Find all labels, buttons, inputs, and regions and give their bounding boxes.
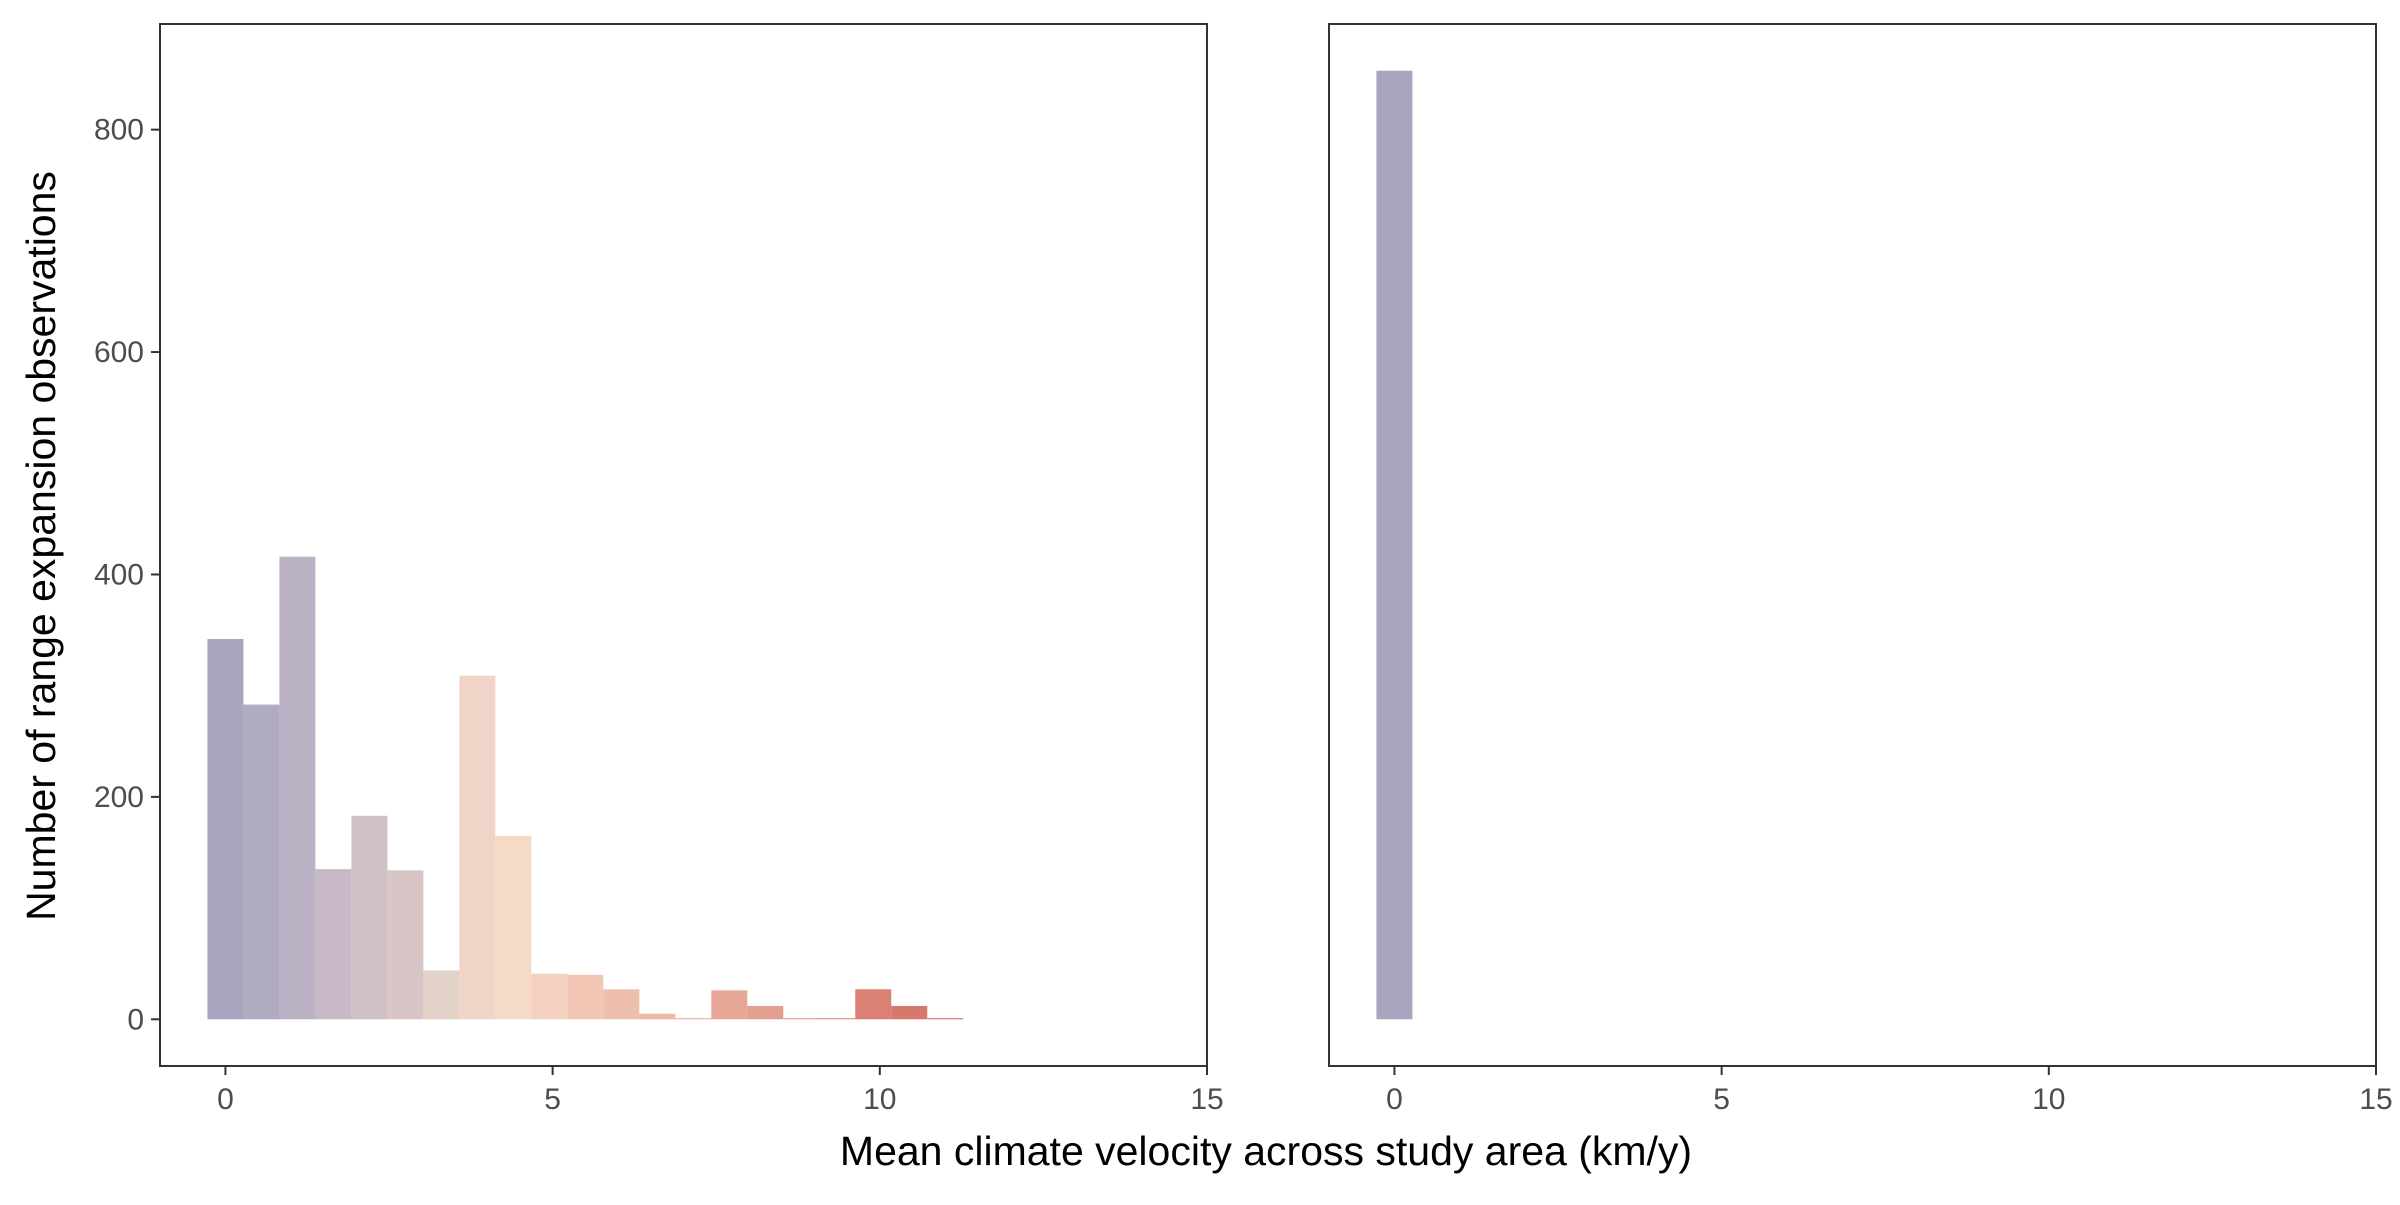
panel-2: 0 5 10 15 <box>1328 23 2393 1116</box>
histogram-bar <box>1376 70 1413 1020</box>
y-tick-label: 200 <box>94 781 144 814</box>
y-tick-label: 0 <box>127 1003 144 1036</box>
histogram-bar <box>927 1018 964 1020</box>
histogram-bar <box>459 675 496 1020</box>
histogram-bar <box>855 989 892 1020</box>
histogram-bar <box>243 704 280 1020</box>
y-axis-title: Number of range expansion observations <box>18 171 64 921</box>
panel-1: 0 5 10 15 0 200 400 600 800 <box>94 23 1224 1116</box>
y-tick-label: 600 <box>94 336 144 369</box>
x-tick-label: 5 <box>1713 1083 1730 1116</box>
histogram-bar <box>567 974 604 1020</box>
x-tick-label: 15 <box>2359 1083 2392 1116</box>
x-tick-label: 15 <box>1190 1083 1223 1116</box>
x-axis-title: Mean climate velocity across study area … <box>840 1128 1692 1174</box>
panels-layer: 0 5 10 15 0 200 400 600 800 0 5 10 15 <box>94 23 2393 1116</box>
y-tick-label: 400 <box>94 558 144 591</box>
panel-border <box>1328 23 2377 1067</box>
x-tick-label: 0 <box>217 1083 234 1116</box>
y-tick-label: 800 <box>94 114 144 147</box>
histogram-bar <box>783 1018 820 1020</box>
x-tick-label: 10 <box>863 1083 896 1116</box>
histogram-bar <box>675 1018 712 1020</box>
histogram-bar <box>495 835 532 1020</box>
x-tick-label: 10 <box>2032 1083 2065 1116</box>
histogram-bar <box>819 1018 856 1020</box>
histogram-bar <box>603 989 640 1020</box>
x-tick-label: 0 <box>1386 1083 1403 1116</box>
histogram-bar <box>639 1013 676 1020</box>
histogram-bar <box>423 970 460 1020</box>
histogram-bar <box>315 869 352 1020</box>
x-tick-label: 5 <box>544 1083 561 1116</box>
histogram-bar <box>891 1005 928 1020</box>
histogram-bar <box>207 638 244 1020</box>
histogram-bar <box>531 973 568 1020</box>
panel-border <box>159 23 1208 1067</box>
histogram-bar <box>387 870 424 1020</box>
histogram-bar <box>711 990 748 1020</box>
histogram-bar <box>747 1005 784 1020</box>
histogram-bar <box>351 815 388 1020</box>
histogram-bar <box>279 556 316 1020</box>
